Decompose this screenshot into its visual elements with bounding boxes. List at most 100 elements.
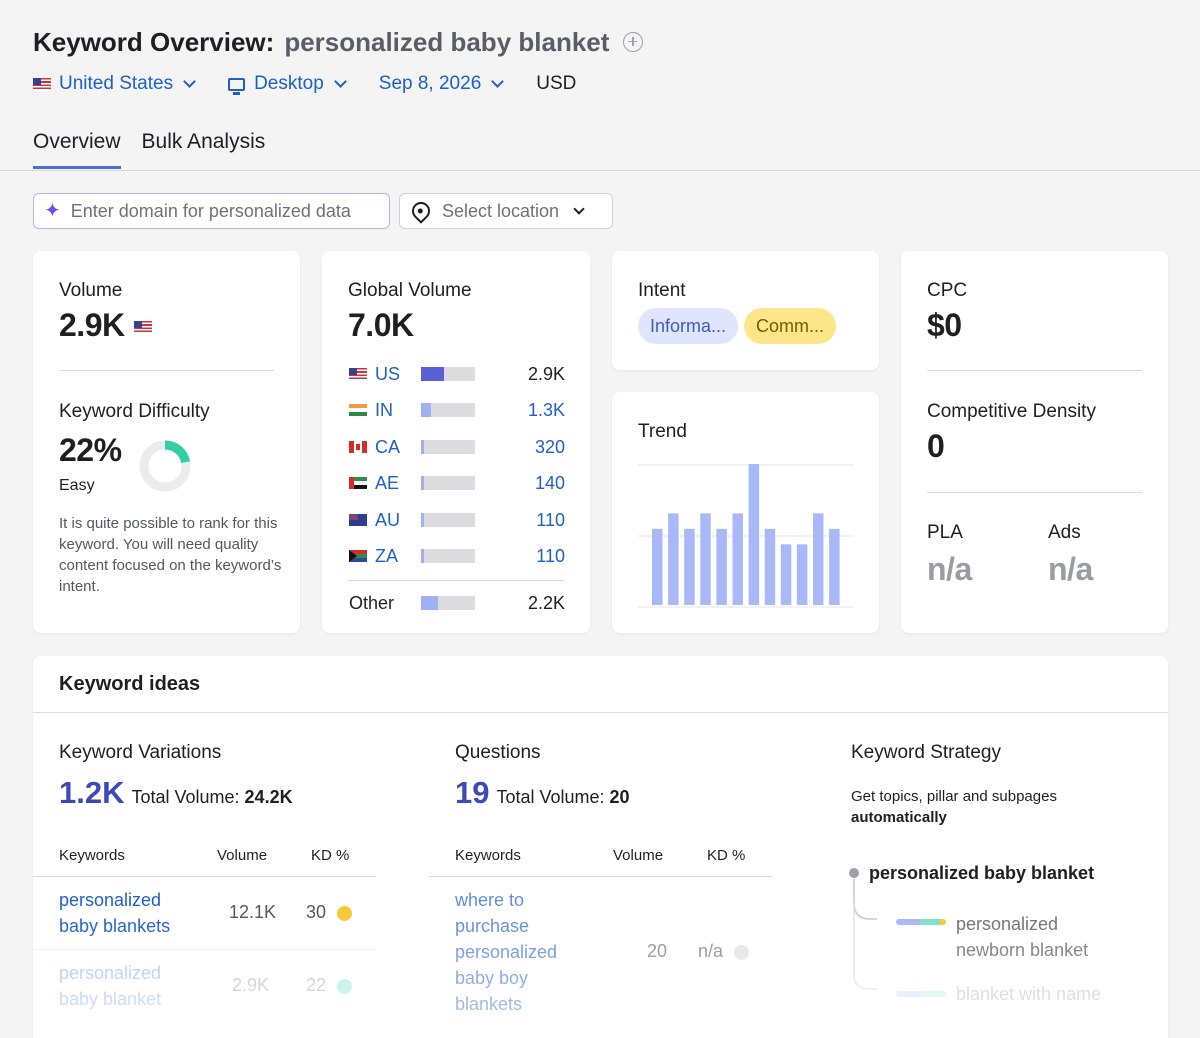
keyword-link[interactable]: personalized baby blankets [59,890,171,936]
table-row: where to purchase personalized baby boy … [429,877,772,1017]
location-pin-icon [408,198,434,224]
volume-label: Volume [59,280,123,301]
keyword-volume: 12.1K [229,902,277,922]
cpc-value: $0 [927,307,962,343]
location-select[interactable]: Select location [399,193,613,229]
strategy-subtitle: Get topics, pillar and subpages automati… [851,786,1057,828]
country-selector[interactable]: United States [33,73,196,95]
country-code: AU [375,509,401,530]
trend-card: Trend [612,392,879,633]
us-flag-icon [133,321,152,334]
strategy-child-keyword: personalized newborn blanket [956,914,1089,960]
trend-bar[interactable] [652,528,663,605]
questions-label: Questions [455,742,541,763]
keyword-link[interactable]: personalized baby blanket [59,963,162,1009]
intent-tag-informational[interactable]: Informa... [638,308,739,344]
variations-count[interactable]: 1.2K [59,775,125,810]
trend-bar[interactable] [829,528,840,605]
chevron-down-icon [333,75,347,88]
domain-input-placeholder: Enter domain for personalized data [70,200,351,221]
tab-overview[interactable]: Overview [33,130,121,169]
strategy-subtitle-bold: automatically [851,809,947,826]
country-share-bar [421,513,475,527]
column-header-volume: Volume [217,847,268,864]
cpc-label: CPC [927,280,968,301]
country-row-other: Other 2.2K [349,591,565,615]
add-to-list-icon[interactable] [623,32,644,52]
country-row-in[interactable]: IN 1.3K [349,398,565,422]
country-share-bar [421,596,475,610]
questions-count[interactable]: 19 [455,775,490,810]
strategy-child[interactable]: blanket with name [896,981,1101,1007]
trend-bar[interactable] [780,544,792,605]
currency-label: USD [536,73,577,94]
pla-label: PLA [927,522,963,543]
country-code: ZA [375,545,399,566]
trend-bar[interactable] [668,513,679,605]
country-volume: 140 [534,472,565,493]
country-volume: 1.3K [527,399,565,420]
divider [927,370,1142,371]
pla-value: n/a [927,551,972,587]
trend-bar[interactable] [748,464,760,605]
trend-bar[interactable] [700,513,711,605]
tree-branch-line [853,903,877,990]
country-row-ae[interactable]: AE 140 [349,471,565,495]
column-header-keywords: Keywords [59,847,125,864]
date-selector[interactable]: Sep 8, 2026 [379,73,505,95]
intent-tag-commercial[interactable]: Comm... [744,308,837,344]
kd-indicator-dot [337,979,352,994]
column-header-kd: KD % [311,847,350,864]
other-label: Other [349,592,395,613]
country-share-bar [421,367,475,381]
strategy-child[interactable]: personalized newborn blanket [896,911,1116,963]
country-row-za[interactable]: ZA 110 [349,544,565,568]
trend-bar[interactable] [684,528,695,605]
country-label: United States [59,73,174,94]
keyword-kd: 22 [306,975,327,995]
country-code: US [375,363,401,384]
global-volume-card: Global Volume 7.0K US 2.9K IN 1.3K CA 32… [322,251,590,633]
in-flag-icon [349,404,367,416]
strategy-root-keyword[interactable]: personalized baby blanket [869,863,1095,883]
desktop-icon [228,77,246,95]
country-share-bar [421,440,475,454]
domain-input[interactable]: ✦ Enter domain for personalized data [33,193,390,229]
ae-flag-icon [349,477,367,489]
trend-bar[interactable] [764,528,776,605]
country-code: AE [375,472,400,493]
other-volume: 2.2K [527,592,565,613]
country-row-ca[interactable]: CA 320 [349,435,565,459]
trend-bar[interactable] [716,528,727,605]
trend-bar[interactable] [813,513,824,605]
trend-bar[interactable] [732,513,744,605]
country-row-au[interactable]: AU 110 [349,508,565,532]
tab-bulk-analysis[interactable]: Bulk Analysis [141,130,266,153]
global-volume-value: 7.0K [348,307,414,343]
keyword-link[interactable]: where to purchase personalized baby boy … [455,890,558,1014]
kd-label: Keyword Difficulty [59,401,210,422]
variations-total-label: Total Volume: [131,787,240,807]
chevron-down-icon [573,202,585,215]
keyword-title: personalized baby blanket [284,26,610,57]
trend-label: Trend [638,421,687,442]
sparkle-icon: ✦ [44,200,61,222]
questions-total-label: Total Volume: [496,787,605,807]
chevron-down-icon [491,75,505,88]
country-volume: 110 [536,545,565,566]
keyword-volume: 20 [647,941,668,961]
ca-flag-icon [349,441,367,453]
strategy-intent-bar [896,919,946,925]
divider [927,492,1142,493]
trend-bar[interactable] [796,544,808,605]
device-selector[interactable]: Desktop [228,73,347,95]
keyword-kd: 30 [306,902,327,922]
tab-bar: Overview Bulk Analysis [33,130,265,169]
page-header: Keyword Overview: personalized baby blan… [33,24,644,60]
kd-description: It is quite possible to rank for this ke… [59,515,282,595]
chevron-down-icon [183,75,196,88]
country-row-us[interactable]: US 2.9K [349,362,565,386]
ads-label: Ads [1048,522,1081,543]
strategy-label: Keyword Strategy [851,742,1001,763]
country-share-bar [421,403,475,417]
